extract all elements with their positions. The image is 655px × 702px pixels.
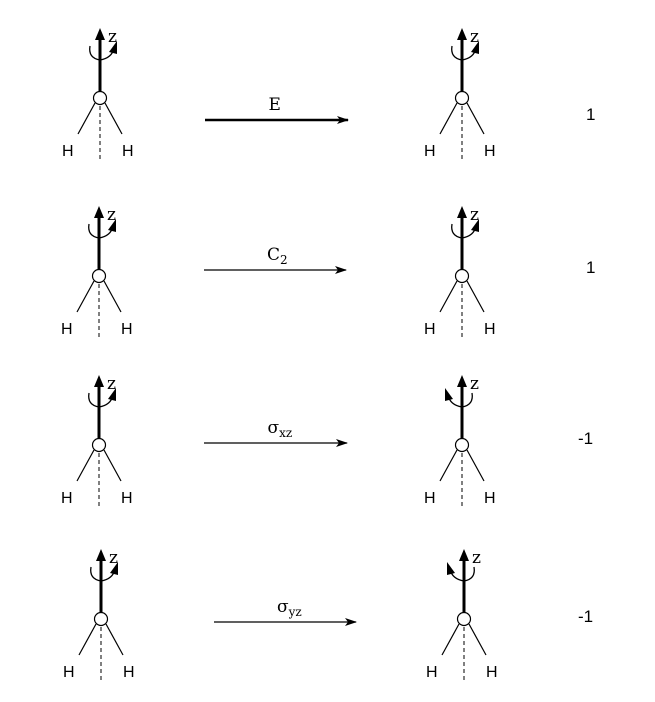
bond-right: [466, 449, 485, 482]
z-axis-label: z: [470, 27, 479, 47]
molecule-after: z H H: [424, 27, 496, 160]
oxygen-atom: [454, 90, 470, 106]
bond-right: [466, 280, 485, 313]
rotation-curl: [88, 392, 114, 408]
z-axis-label: z: [470, 374, 479, 394]
bond-left: [76, 449, 95, 482]
hydrogen-right: H: [486, 664, 498, 681]
oxygen-atom: [92, 90, 108, 106]
rotation-arrowhead: [447, 562, 455, 575]
z-axis-arrowhead: [457, 375, 467, 387]
hydrogen-left: H: [62, 143, 74, 160]
hydrogen-left: H: [424, 321, 436, 338]
molecule-after: z H H: [426, 548, 498, 681]
hydrogen-left: H: [61, 321, 73, 338]
hydrogen-right: H: [121, 490, 133, 507]
molecule-after: z H H: [424, 374, 496, 507]
bond-left: [78, 623, 97, 656]
hydrogen-right: H: [122, 143, 134, 160]
oxygen-atom: [91, 437, 107, 453]
z-axis-arrowhead: [94, 206, 104, 218]
z-axis-label: z: [109, 548, 118, 568]
bond-right: [466, 102, 485, 135]
hydrogen-left: H: [424, 143, 436, 160]
bond-right: [104, 102, 123, 135]
z-axis-arrowhead: [94, 375, 104, 387]
hydrogen-left: H: [61, 490, 73, 507]
hydrogen-left: H: [63, 664, 75, 681]
bond-left: [439, 280, 458, 313]
bond-right: [105, 623, 124, 656]
operation-label: σxz: [268, 418, 293, 440]
rotation-curl: [447, 392, 473, 408]
bond-left: [77, 102, 96, 135]
z-axis-label: z: [108, 27, 117, 47]
z-axis-label: z: [107, 374, 116, 394]
bond-left: [76, 280, 95, 313]
rotation-curl: [88, 223, 114, 239]
hydrogen-right: H: [123, 664, 135, 681]
oxygen-atom: [456, 611, 472, 627]
z-axis-label: z: [470, 205, 479, 225]
molecule-before: z H H: [61, 374, 133, 507]
oxygen-atom: [91, 268, 107, 284]
bond-left: [439, 449, 458, 482]
rotation-arrowhead: [108, 388, 116, 401]
rotation-curl: [90, 566, 116, 582]
z-axis-arrowhead: [95, 28, 105, 40]
character-value: -1: [578, 429, 593, 448]
operation-row: z H H C2 z H H 1: [61, 205, 595, 338]
oxygen-atom: [93, 611, 109, 627]
z-axis-arrowhead: [96, 549, 106, 561]
molecule-before: z H H: [63, 548, 135, 681]
molecule-before: z H H: [62, 27, 134, 160]
rotation-arrowhead: [110, 562, 118, 575]
rotation-arrowhead: [471, 41, 479, 54]
operation-row: z H H Ez H H 1: [62, 27, 595, 160]
operation-label: C2: [267, 245, 288, 267]
rotation-curl: [449, 566, 475, 582]
z-axis-arrowhead: [459, 549, 469, 561]
hydrogen-right: H: [121, 321, 133, 338]
hydrogen-left: H: [424, 490, 436, 507]
bond-right: [103, 280, 122, 313]
operation-label: σyz: [277, 597, 302, 619]
rotation-curl: [451, 223, 477, 239]
rotation-arrowhead: [471, 219, 479, 232]
z-axis-label: z: [472, 548, 481, 568]
operation-label: E: [269, 95, 281, 115]
character-value: -1: [578, 607, 593, 626]
z-axis-arrowhead: [457, 28, 467, 40]
bond-right: [103, 449, 122, 482]
rotation-curl: [451, 45, 477, 61]
oxygen-atom: [454, 268, 470, 284]
hydrogen-right: H: [484, 143, 496, 160]
rotation-arrowhead: [108, 219, 116, 232]
oxygen-atom: [454, 437, 470, 453]
hydrogen-right: H: [484, 321, 496, 338]
molecule-after: z H H: [424, 205, 496, 338]
rotation-arrowhead: [445, 388, 453, 401]
z-axis-label: z: [107, 205, 116, 225]
character-value: 1: [586, 258, 595, 277]
bond-left: [441, 623, 460, 656]
character-value: 1: [586, 105, 595, 124]
bond-left: [439, 102, 458, 135]
rotation-arrowhead: [109, 41, 117, 54]
rotation-curl: [89, 45, 115, 61]
hydrogen-right: H: [484, 490, 496, 507]
molecule-before: z H H: [61, 205, 133, 338]
z-axis-arrowhead: [457, 206, 467, 218]
bond-right: [468, 623, 487, 656]
hydrogen-left: H: [426, 664, 438, 681]
